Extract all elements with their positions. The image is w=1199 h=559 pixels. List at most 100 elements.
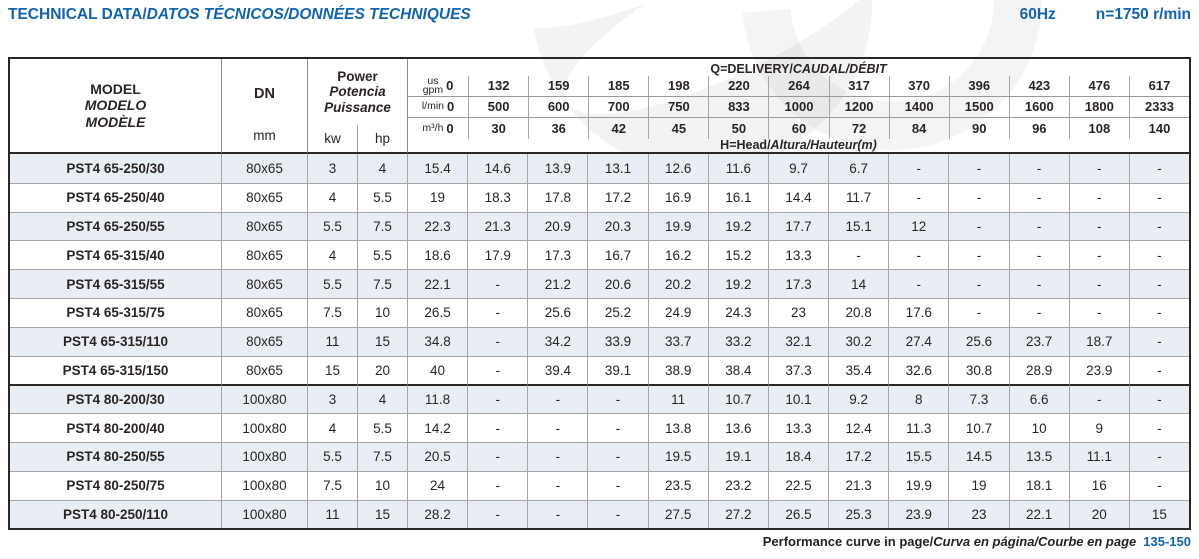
head-value-cell: 18.1 [1008,470,1069,500]
head-value-cell: - [1128,211,1189,241]
head-value-cell: - [1008,240,1069,270]
model-cell: PST4 65-250/30 [10,154,221,183]
delivery-label: Q=DELIVERY/CAUDAL/DÉBIT [710,61,887,76]
head-value-cell: 40 [407,355,468,385]
head-value-cell: 28.2 [407,499,468,529]
head-value-cell: 22.3 [407,211,468,241]
head-value-cell: 20.2 [647,269,708,298]
page-title: TECHNICAL DATA/DATOS TÉCNICOS/DONNÉES TE… [8,6,471,24]
kw-cell: 3 [307,154,357,183]
dn-cell: 80x65 [221,355,307,385]
flow-value-cell: 30 [468,117,528,139]
flow-value-cell: 159 [528,75,588,96]
head-value-cell: 17.8 [527,182,588,212]
head-value-cell: - [467,326,528,356]
model-cell: PST4 80-250/110 [10,499,221,529]
model-cell: PST4 65-250/55 [10,211,221,241]
head-value-cell: - [467,470,528,500]
head-value-cell: - [467,413,528,442]
head-value-cell: - [1068,154,1129,183]
head-value-cell: 13.9 [527,154,588,183]
head-value-cell: 23 [767,297,829,327]
head-value-cell: - [1068,269,1129,298]
head-value-cell: 20.3 [587,211,648,241]
flow-unit-rows: us gpm 0 132 159 185 198 220 264 317 370 396 423 476 6… [408,76,1189,139]
head-value-cell: 10.7 [707,384,768,414]
model-cell: PST4 80-200/30 [10,384,221,414]
head-value-cell: 34.8 [407,326,468,356]
head-value-cell: - [467,297,528,327]
head-value-cell: - [1128,269,1189,298]
head-value-cell: - [527,499,588,529]
head-value-cell: 39.4 [527,355,588,385]
head-value-cell: 16 [1068,470,1129,500]
head-value-cell: 11.8 [407,384,468,414]
head-value-cell: 15 [1128,499,1189,529]
head-value-cell: 22.1 [1008,499,1069,529]
model-cell: PST4 80-250/75 [10,470,221,500]
kw-cell: 11 [307,499,357,529]
head-value-cell: 6.6 [1008,384,1069,414]
head-value-cell: 13.8 [647,413,708,442]
head-value-cell: - [828,240,889,270]
flow-unit-label: us gpm [422,74,444,96]
flow-unit-label-cell: m³/h 0 [422,120,454,136]
head-value-cell: 25.6 [948,326,1009,356]
head-value-cell: 20.5 [407,441,468,471]
head-value-cell: 6.7 [828,154,889,183]
flow-value-cell: 90 [948,117,1009,139]
flow-value-cell: 317 [828,75,889,96]
head-value-cell: - [1128,413,1189,442]
head-value-cell: 17.3 [527,240,588,270]
head-value-cell: - [587,441,648,471]
flow-value-cell: 108 [1068,117,1129,139]
head-value-cell: 13.1 [587,154,648,183]
flow-value-cell: 1500 [948,96,1009,117]
head-value-cell: - [527,441,588,471]
head-value-cell: 17.2 [828,441,889,471]
head-value-cell: - [467,384,528,414]
head-value-cell: 12.6 [647,154,708,183]
flow-unit-row-m3-h: m³/h 0 30 36 42 45 50 60 72 84 90 96 108 140 [408,117,1189,139]
head-value-cell: - [1068,297,1129,327]
head-value-cell: 19.2 [707,269,768,298]
technical-table: MODEL MODELO MODÈLE DN mm Power Potencia Pui… [8,57,1191,531]
head-value-cell: 13.3 [767,413,829,442]
model-cell: PST4 65-315/110 [10,326,221,356]
flow-unit-label-cell: us gpm 0 [422,74,454,96]
head-value-cell: 8 [888,384,949,414]
flow-value-cell: 2333 [1128,96,1189,117]
head-value-cell: 11 [647,384,708,414]
hp-cell: 15 [357,499,407,529]
page-range: 135-150 [1143,534,1191,549]
head-value-cell: - [1008,154,1069,183]
flow-value-cell: 1800 [1068,96,1129,117]
flow-value-cell: 1000 [768,96,828,117]
model-cell: PST4 65-315/75 [10,297,221,327]
head-value-cell: 24.9 [647,297,708,327]
head-value-cell: - [527,413,588,442]
column-header-delivery: Q=DELIVERY/CAUDAL/DÉBIT us gpm 0 132 159 185 1… [407,59,1189,154]
head-value-cell: 20 [1068,499,1129,529]
model-cell: PST4 65-315/55 [10,269,221,298]
head-value-cell: - [1128,240,1189,270]
head-value-cell: - [587,470,648,500]
flow-value-cell: 96 [1008,117,1069,139]
column-header-hp: hp [357,125,407,152]
head-value-cell: 33.9 [587,326,648,356]
head-value-cell: - [1128,470,1189,500]
dn-cell: 80x65 [221,154,307,183]
head-value-cell: - [1008,297,1069,327]
flow-value-cell: 42 [588,117,648,139]
hp-cell: 7.5 [357,269,407,298]
head-value-cell: 22.5 [767,470,829,500]
flow-value-cell: 72 [828,117,889,139]
flow-value-cell: 700 [588,96,648,117]
head-value-cell: - [948,269,1009,298]
head-label: H=Head/Altura/Hauteur (m) [720,138,877,153]
head-value-cell: 37.3 [767,355,829,385]
head-value-cell: 15.2 [707,240,768,270]
flow-value-cell: 833 [708,96,768,117]
kw-cell: 11 [307,326,357,356]
flow-value-cell: 84 [888,117,949,139]
